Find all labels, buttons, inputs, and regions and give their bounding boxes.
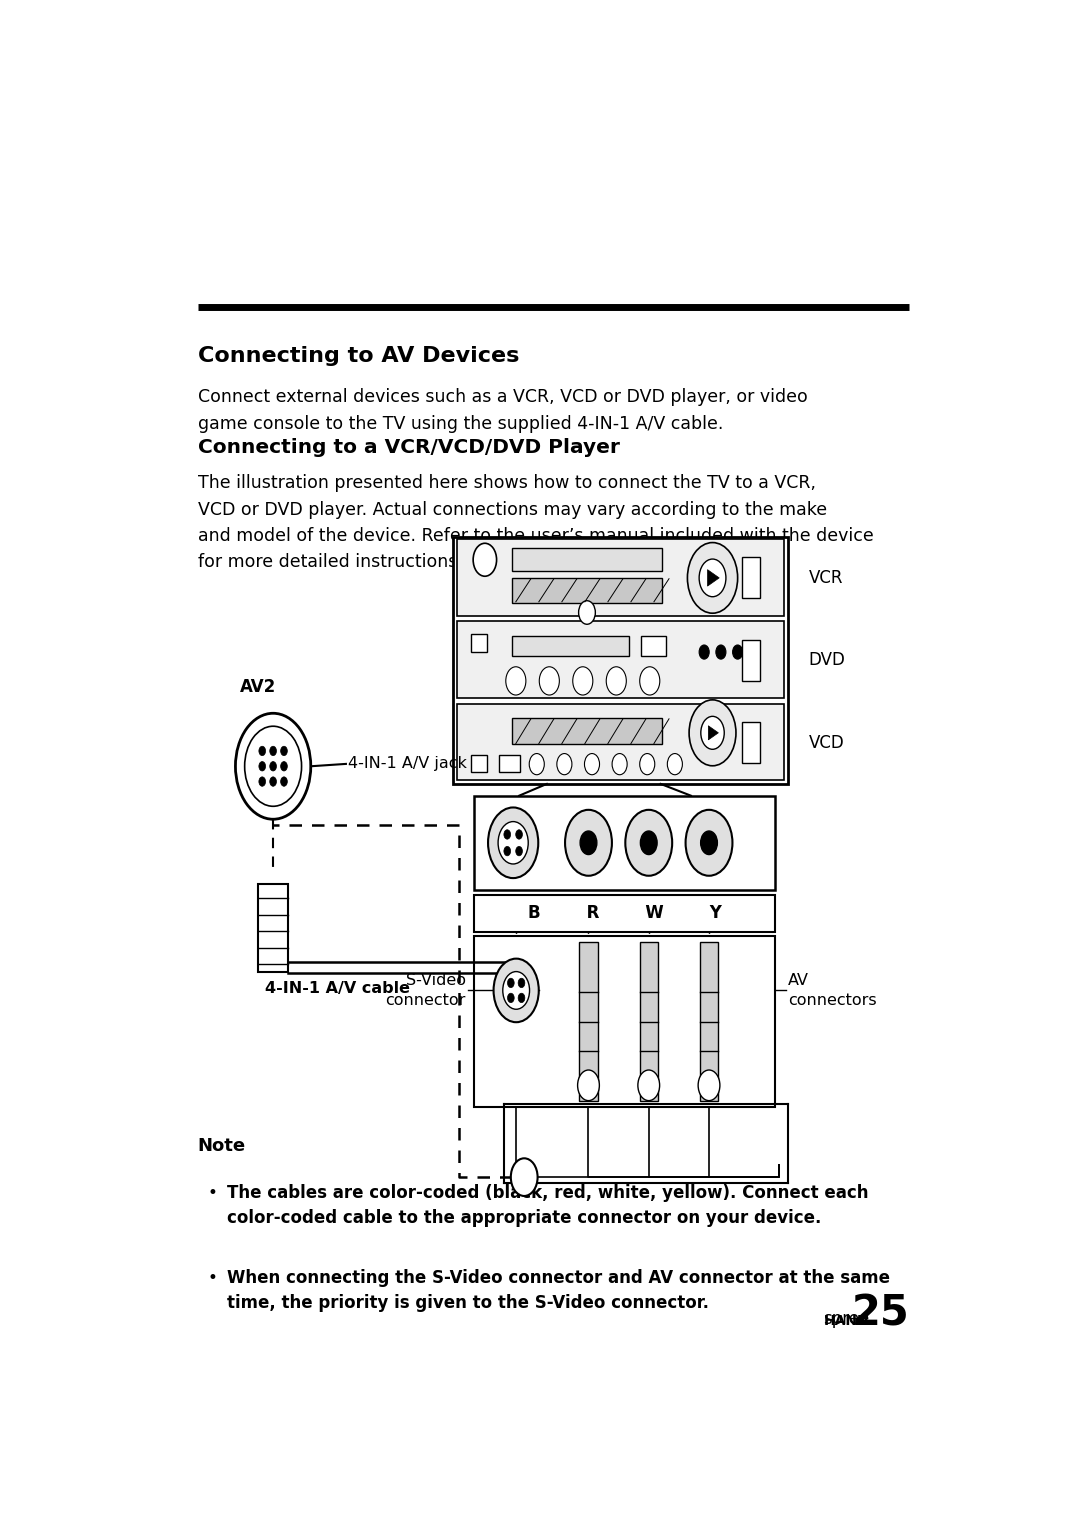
Text: The cables are color-coded (black, red, white, yellow). Connect each
color-coded: The cables are color-coded (black, red, … bbox=[227, 1183, 868, 1228]
Circle shape bbox=[488, 807, 538, 878]
Circle shape bbox=[281, 746, 287, 755]
Bar bbox=[457, 703, 784, 780]
Circle shape bbox=[473, 543, 497, 576]
Bar bbox=[512, 719, 662, 745]
Circle shape bbox=[606, 667, 626, 696]
Bar bbox=[258, 884, 288, 972]
Bar bbox=[472, 635, 487, 651]
Circle shape bbox=[504, 830, 511, 839]
Circle shape bbox=[638, 1070, 660, 1101]
Bar bbox=[512, 636, 629, 656]
Circle shape bbox=[259, 761, 266, 771]
Text: B        R        W        Y: B R W Y bbox=[528, 905, 721, 922]
Bar bbox=[642, 636, 666, 656]
Circle shape bbox=[580, 832, 597, 855]
Bar bbox=[472, 755, 487, 772]
Circle shape bbox=[701, 717, 725, 749]
Bar bbox=[742, 557, 760, 598]
Text: VCR: VCR bbox=[809, 569, 843, 587]
Bar bbox=[457, 540, 784, 616]
Circle shape bbox=[701, 832, 717, 855]
Text: spree: spree bbox=[823, 1310, 869, 1327]
Polygon shape bbox=[707, 570, 719, 586]
Circle shape bbox=[539, 667, 559, 696]
Circle shape bbox=[259, 746, 266, 755]
Circle shape bbox=[698, 1070, 720, 1101]
Circle shape bbox=[270, 746, 276, 755]
Circle shape bbox=[270, 761, 276, 771]
Circle shape bbox=[505, 667, 526, 696]
Bar bbox=[579, 942, 597, 1101]
Circle shape bbox=[508, 979, 514, 988]
Circle shape bbox=[612, 754, 627, 775]
Text: Connect external devices such as a VCR, VCD or DVD player, or video
game console: Connect external devices such as a VCR, … bbox=[198, 388, 808, 433]
Circle shape bbox=[699, 645, 710, 659]
Circle shape bbox=[686, 810, 732, 876]
Text: The illustration presented here shows how to connect the TV to a VCR,
VCD or DVD: The illustration presented here shows ho… bbox=[198, 474, 874, 572]
Circle shape bbox=[565, 810, 612, 876]
Circle shape bbox=[281, 761, 287, 771]
Bar bbox=[639, 942, 658, 1101]
Text: 25: 25 bbox=[851, 1294, 909, 1335]
Polygon shape bbox=[708, 726, 718, 740]
Circle shape bbox=[529, 754, 544, 775]
Circle shape bbox=[281, 777, 287, 786]
Circle shape bbox=[259, 777, 266, 786]
Circle shape bbox=[508, 994, 514, 1003]
Bar bbox=[512, 578, 662, 602]
Circle shape bbox=[503, 971, 529, 1009]
Circle shape bbox=[578, 1070, 599, 1101]
Circle shape bbox=[235, 713, 311, 820]
Circle shape bbox=[732, 645, 743, 659]
Circle shape bbox=[639, 754, 654, 775]
Circle shape bbox=[625, 810, 672, 876]
Circle shape bbox=[245, 726, 301, 806]
Bar bbox=[474, 795, 775, 890]
Text: AV2: AV2 bbox=[240, 677, 275, 696]
Circle shape bbox=[518, 994, 525, 1003]
Text: 4-IN-1 A/V jack: 4-IN-1 A/V jack bbox=[349, 757, 468, 772]
Text: Note: Note bbox=[198, 1138, 246, 1154]
Circle shape bbox=[689, 700, 735, 766]
Circle shape bbox=[640, 832, 657, 855]
Text: •: • bbox=[207, 1183, 218, 1202]
Circle shape bbox=[667, 754, 683, 775]
Bar bbox=[499, 755, 521, 772]
Bar bbox=[700, 942, 718, 1101]
Circle shape bbox=[699, 560, 726, 596]
Bar bbox=[454, 537, 788, 784]
Circle shape bbox=[716, 645, 726, 659]
Text: When connecting the S-Video connector and AV connector at the same
time, the pri: When connecting the S-Video connector an… bbox=[227, 1269, 890, 1312]
Circle shape bbox=[498, 821, 528, 864]
Text: DVD: DVD bbox=[809, 651, 846, 670]
Circle shape bbox=[516, 847, 523, 856]
Text: Connecting to a VCR/VCD/DVD Player: Connecting to a VCR/VCD/DVD Player bbox=[198, 437, 620, 457]
Text: •: • bbox=[207, 1269, 218, 1287]
Circle shape bbox=[494, 959, 539, 1023]
Circle shape bbox=[518, 979, 525, 988]
Circle shape bbox=[639, 667, 660, 696]
Text: AV
connectors: AV connectors bbox=[788, 972, 877, 1008]
Bar bbox=[474, 936, 775, 1107]
Circle shape bbox=[584, 754, 599, 775]
Circle shape bbox=[516, 830, 523, 839]
Circle shape bbox=[511, 1159, 538, 1196]
Text: Connecting to AV Devices: Connecting to AV Devices bbox=[198, 346, 519, 365]
Bar bbox=[742, 639, 760, 680]
Circle shape bbox=[504, 847, 511, 856]
Text: S-Video
connector: S-Video connector bbox=[386, 972, 465, 1008]
Circle shape bbox=[687, 543, 738, 613]
Text: HANN: HANN bbox=[823, 1313, 869, 1327]
Bar bbox=[457, 621, 784, 697]
Circle shape bbox=[572, 667, 593, 696]
Circle shape bbox=[579, 601, 595, 624]
Circle shape bbox=[270, 777, 276, 786]
Text: 4-IN-1 A/V cable: 4-IN-1 A/V cable bbox=[265, 980, 409, 995]
Bar bbox=[474, 894, 775, 933]
Bar bbox=[742, 722, 760, 763]
Text: VCD: VCD bbox=[809, 734, 845, 752]
Bar bbox=[512, 549, 662, 572]
Circle shape bbox=[557, 754, 572, 775]
